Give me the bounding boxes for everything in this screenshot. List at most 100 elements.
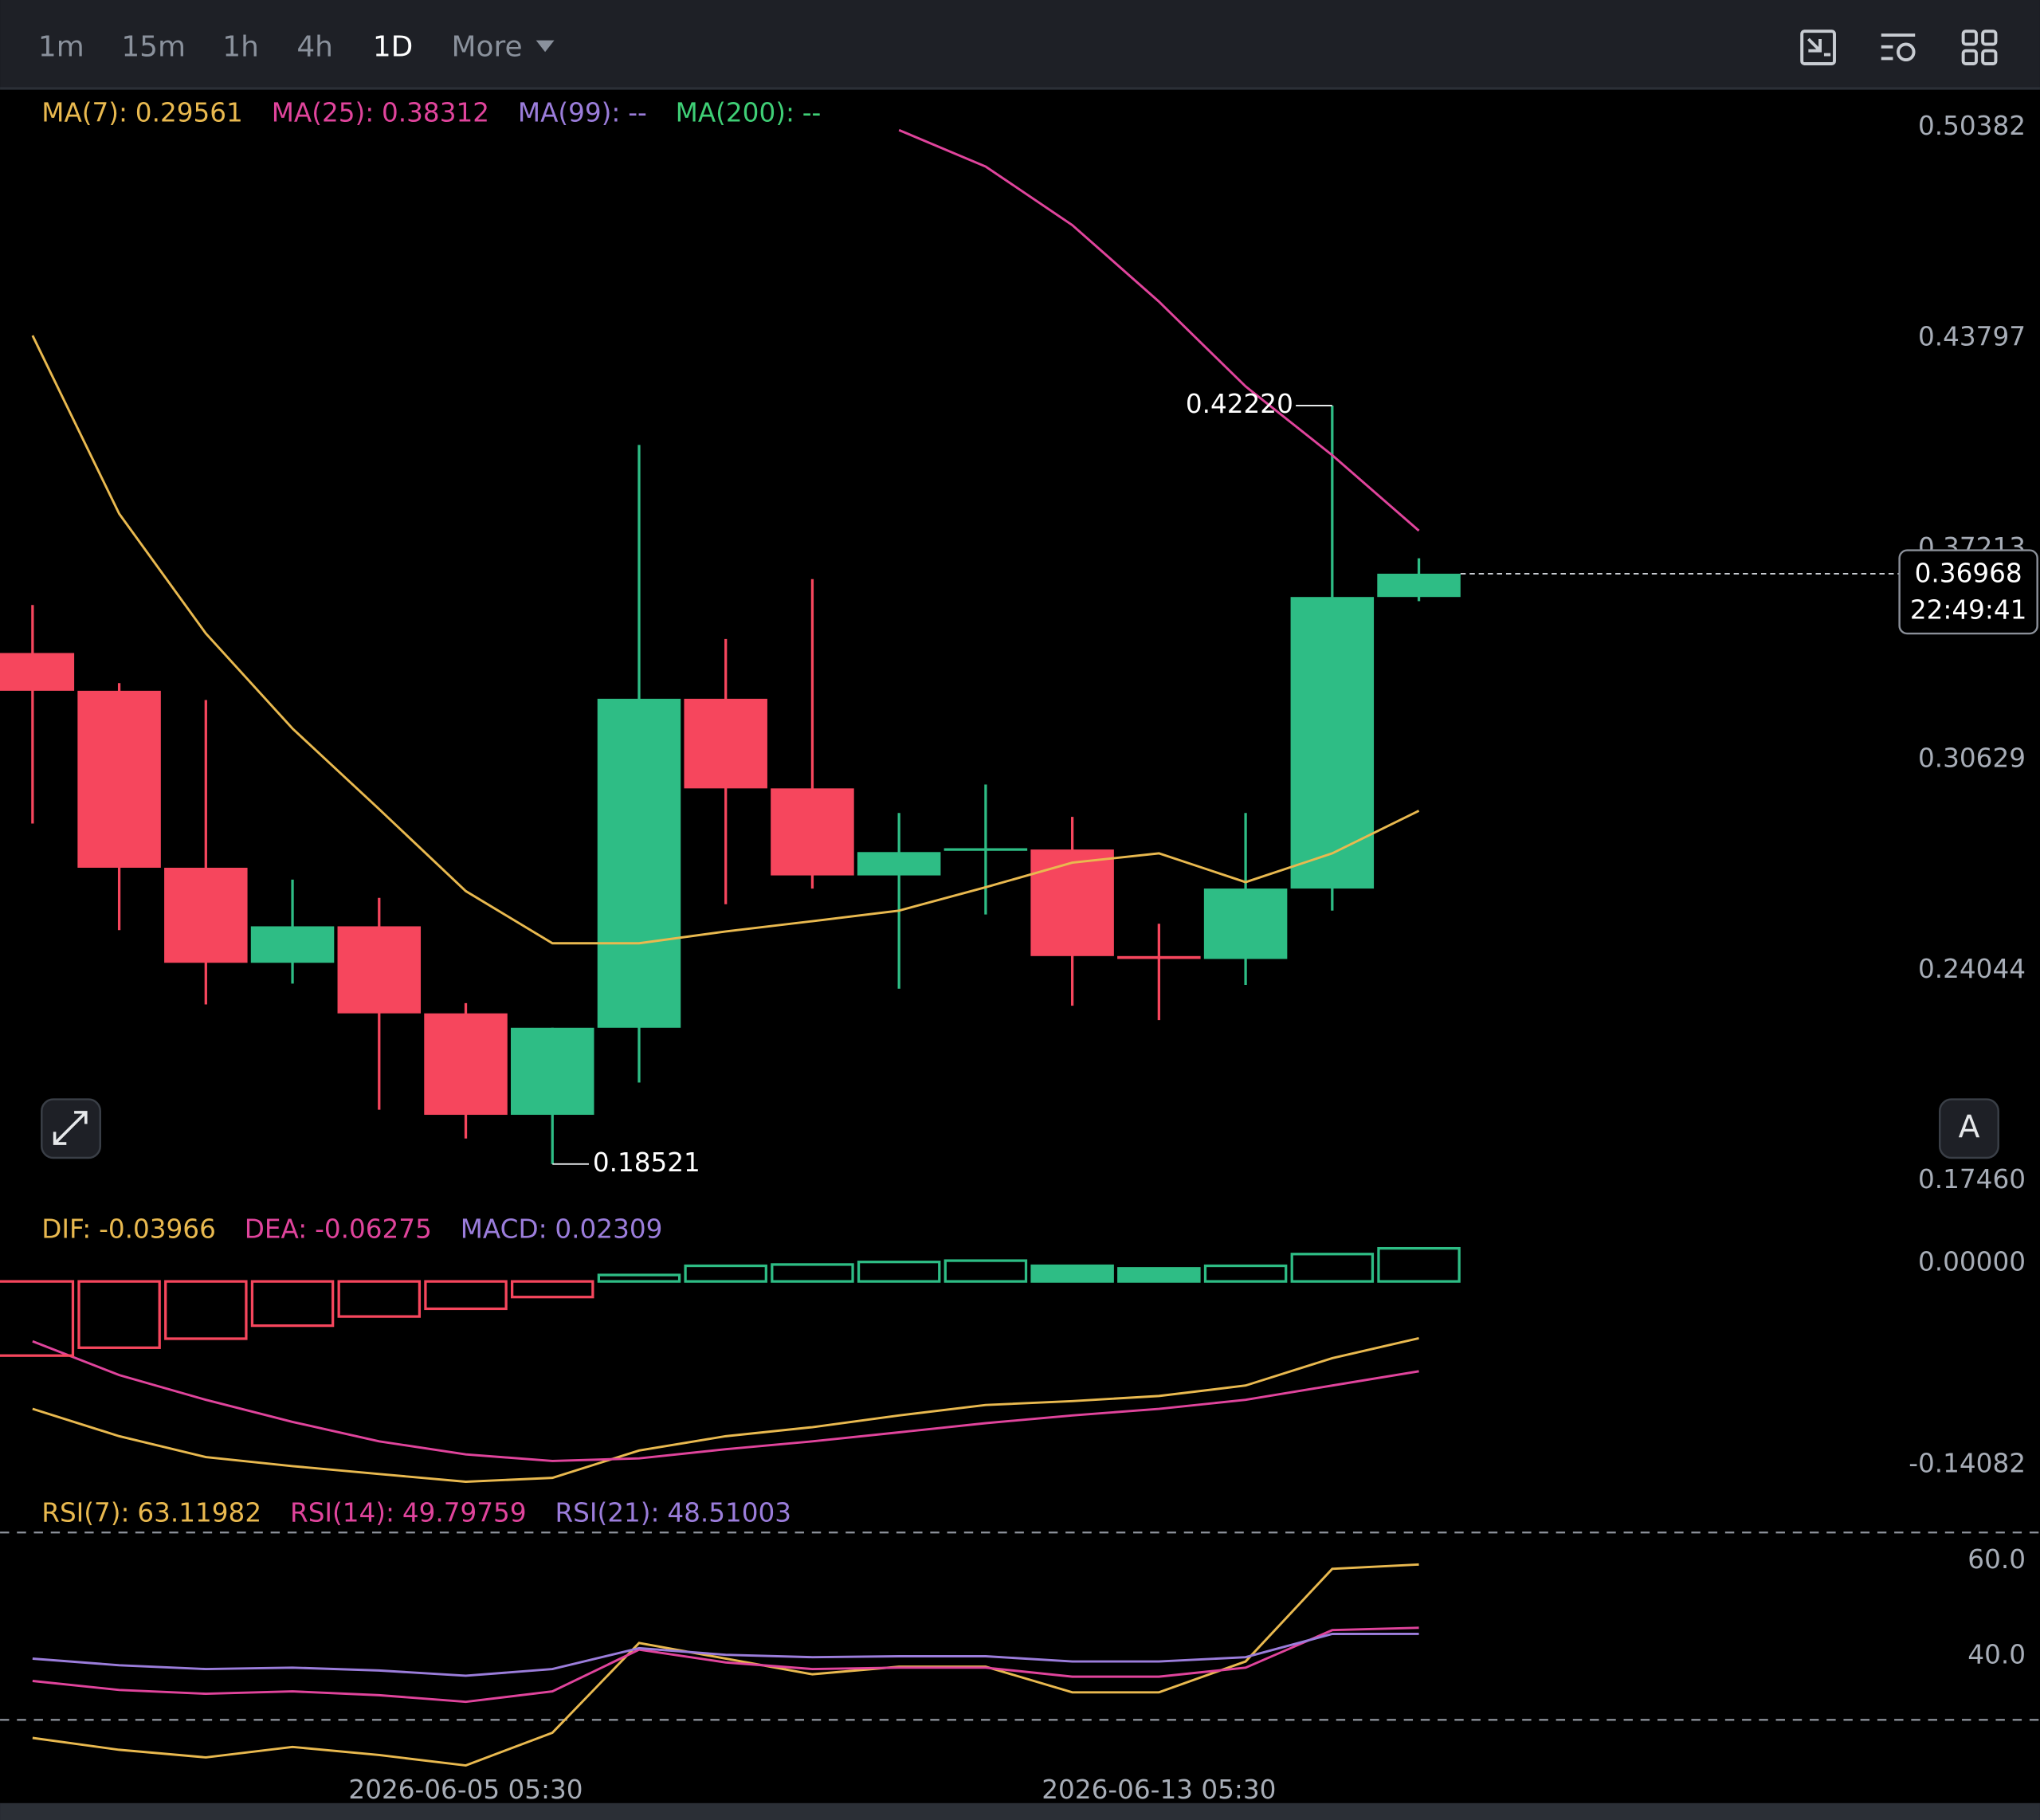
macd-bar [511,1280,594,1299]
candle-body [1030,849,1114,956]
x-tick-label: 2026-06-05 05:30 [348,1775,583,1805]
legend-value: 0.02309 [555,1214,662,1244]
y-tick-label: 40.0 [1967,1639,2026,1669]
indicator-line [32,1563,1419,1767]
indicator-line [898,128,1420,532]
legend-name: RSI(7): [41,1497,129,1528]
expand-icon[interactable] [53,1111,88,1145]
interval-tab[interactable]: 1h [222,30,259,63]
macd-bar [1377,1246,1461,1283]
legend-item: RSI(14): 49.79759 [290,1497,527,1528]
bottom-bar [0,1802,2040,1820]
macd-bar [597,1273,681,1283]
macd-bar [424,1280,508,1311]
macd-bar [77,1280,161,1349]
x-tick-label: 2026-06-13 05:30 [1042,1775,1276,1805]
extreme-label: 0.18521 [593,1147,700,1178]
last-price-box [1898,549,2038,635]
y-tick-label: 0.24044 [1918,954,2026,984]
legend-value: 0.29561 [135,98,243,128]
extreme-label: 0.42220 [1186,389,1293,419]
legend-name: DEA: [245,1214,308,1244]
macd-bar [944,1259,1028,1283]
legend-item: RSI(7): 63.11982 [41,1497,261,1528]
candle-body [944,848,1028,851]
legend-item: RSI(21): 48.51003 [555,1497,792,1528]
candle-body [1117,955,1201,959]
legend-value: 48.51003 [667,1497,791,1528]
plot-area: 0.503820.437970.372130.306290.240440.174… [0,98,2038,1805]
interval-tab[interactable]: 1m [38,30,84,63]
interval-tab[interactable]: 4h [296,30,333,63]
indicator-line [32,1632,1419,1677]
auto-scale-button[interactable] [1939,1098,1999,1159]
y-tick-label: 0.43797 [1918,321,2026,351]
legend-name: MA(99): [518,98,621,128]
y-tick-label: 0.50382 [1918,111,2026,141]
legend-value: 0.38312 [382,98,489,128]
legend-item: MA(99): -- [518,98,647,128]
macd-bar [684,1264,767,1283]
toolbar [0,0,2040,89]
interval-tab[interactable]: 1D [373,30,413,63]
candle-body [164,867,248,963]
indicator-line [32,1626,1419,1704]
macd-bar [250,1280,335,1328]
macd-bar [1117,1267,1201,1283]
countdown-label: 22:49:41 [1910,594,2027,625]
candle-body [1203,888,1288,959]
overlay: A [41,1098,1999,1159]
candle-body [684,698,767,789]
legend-name: RSI(21): [555,1497,660,1528]
y-tick-label: 0.00000 [1918,1246,2026,1277]
icon-indicator[interactable] [1800,29,1836,65]
legend-value: 63.11982 [137,1497,261,1528]
more-caret[interactable] [536,40,555,53]
y-tick-label: 0.30629 [1918,743,2026,773]
candle-body [1377,573,1461,598]
candle-body [1290,597,1375,889]
legend-name: RSI(14): [290,1497,394,1528]
last-price-label: 0.36968 [1915,559,2022,589]
y-tick-label: 60.0 [1967,1544,2026,1575]
icon-settings[interactable] [1881,33,1916,62]
indicator-line [32,1340,1419,1462]
candle-body [511,1027,594,1116]
legend-value: -0.03966 [99,1214,216,1244]
interval-tab[interactable]: 15m [121,30,186,63]
candle-body [337,926,422,1014]
legend-name: MA(7): [41,98,128,128]
macd-bar [1203,1264,1288,1283]
candle-body [597,698,681,1028]
macd-bar [164,1280,248,1340]
icon-layout[interactable] [1961,29,1998,65]
candle-body [857,852,941,876]
more-menu[interactable]: More [452,30,523,63]
macd-bar [1290,1253,1375,1283]
auto-scale-label[interactable]: A [1959,1110,1980,1146]
indicator-line [31,335,1420,945]
legend-value: -0.06275 [315,1214,432,1244]
legend-name: MA(200): [676,98,794,128]
legend-value: -- [802,98,822,128]
legend-item: MA(7): 0.29561 [41,98,243,128]
candle-body [77,690,161,868]
candle-body [0,653,75,691]
toolbar-icons [1800,29,1998,65]
legend-item: MA(25): 0.38312 [272,98,489,128]
candle-body [771,788,854,876]
legend-value: 49.79759 [402,1497,527,1528]
macd-bar [857,1261,941,1283]
macd-bar [1030,1264,1114,1283]
y-tick-label: 0.17460 [1918,1164,2026,1194]
legend-item: MACD: 0.02309 [461,1214,663,1244]
candle-body [250,926,335,963]
legend-value: -- [628,98,647,128]
macd-bar [337,1280,422,1318]
legend-item: MA(200): -- [676,98,822,128]
legend-item: DEA: -0.06275 [245,1214,432,1244]
legend-name: DIF: [41,1214,91,1244]
y-tick-label: -0.14082 [1909,1448,2026,1478]
